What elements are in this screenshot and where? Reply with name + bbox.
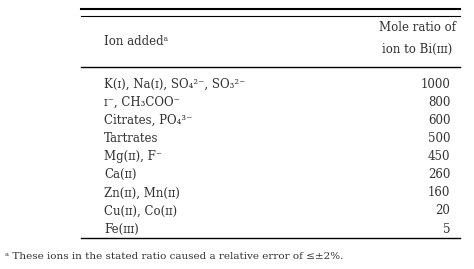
Text: Ion addedᵃ: Ion addedᵃ bbox=[104, 34, 168, 48]
Text: Zn(ɪɪ), Mn(ɪɪ): Zn(ɪɪ), Mn(ɪɪ) bbox=[104, 186, 180, 199]
Text: ᵃ These ions in the stated ratio caused a relative error of ≤±2%.: ᵃ These ions in the stated ratio caused … bbox=[5, 252, 343, 261]
Text: Ca(ɪɪ): Ca(ɪɪ) bbox=[104, 168, 137, 181]
Text: Citrates, PO₄³⁻: Citrates, PO₄³⁻ bbox=[104, 114, 192, 127]
Text: Tartrates: Tartrates bbox=[104, 132, 159, 145]
Text: 20: 20 bbox=[436, 204, 450, 217]
Text: Fe(ɪɪɪ): Fe(ɪɪɪ) bbox=[104, 222, 139, 236]
Text: 160: 160 bbox=[428, 186, 450, 199]
Text: 5: 5 bbox=[443, 222, 450, 236]
Text: Mole ratio of: Mole ratio of bbox=[379, 21, 456, 34]
Text: 450: 450 bbox=[428, 150, 450, 163]
Text: 800: 800 bbox=[428, 96, 450, 109]
Text: ɪ⁻, CH₃COO⁻: ɪ⁻, CH₃COO⁻ bbox=[104, 96, 180, 109]
Text: ion to Bi(ɪɪɪ): ion to Bi(ɪɪɪ) bbox=[382, 43, 452, 56]
Text: Cu(ɪɪ), Co(ɪɪ): Cu(ɪɪ), Co(ɪɪ) bbox=[104, 204, 177, 217]
Text: 1000: 1000 bbox=[420, 78, 450, 91]
Text: Mg(ɪɪ), F⁻: Mg(ɪɪ), F⁻ bbox=[104, 150, 163, 163]
Text: 600: 600 bbox=[428, 114, 450, 127]
Text: K(ɪ), Na(ɪ), SO₄²⁻, SO₃²⁻: K(ɪ), Na(ɪ), SO₄²⁻, SO₃²⁻ bbox=[104, 78, 246, 91]
Text: 260: 260 bbox=[428, 168, 450, 181]
Text: 500: 500 bbox=[428, 132, 450, 145]
